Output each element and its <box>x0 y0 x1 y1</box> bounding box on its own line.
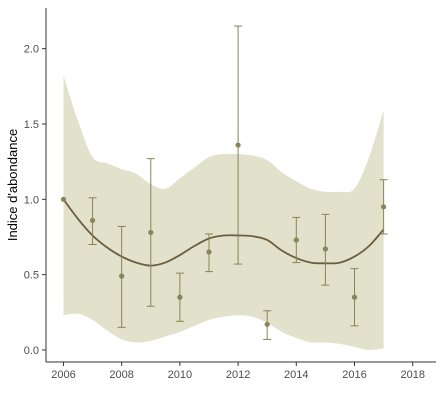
y-tick-label: 0.5 <box>24 270 39 282</box>
y-tick-label: 1.5 <box>24 119 39 131</box>
x-tick-label: 2008 <box>109 369 133 381</box>
smooth-line-layer <box>62 198 385 267</box>
x-tick-label: 2016 <box>342 369 366 381</box>
points-layer <box>60 142 387 327</box>
confidence-ribbon-layer <box>63 75 384 350</box>
labels-layer: 2006 2008 2010 2012 2014 2016 2018 0.0 0.5 1.0 1.5… <box>5 44 425 381</box>
data-point <box>177 294 183 300</box>
data-point <box>148 229 154 236</box>
y-axis-title: Indice d'abondance <box>5 129 20 241</box>
data-point <box>351 294 358 300</box>
data-point <box>381 204 387 210</box>
confidence-ribbon <box>63 75 384 350</box>
data-point <box>89 217 96 223</box>
y-tick-label: 1.0 <box>24 194 39 206</box>
data-point <box>264 321 270 327</box>
data-point <box>235 142 241 148</box>
data-point <box>293 237 299 243</box>
y-tick-label: 2.0 <box>24 44 39 56</box>
y-tick-label: 0.0 <box>24 345 39 357</box>
data-point <box>322 246 329 252</box>
x-tick-label: 2006 <box>51 369 75 381</box>
data-point <box>119 273 125 279</box>
x-tick-label: 2018 <box>400 369 424 381</box>
x-tick-label: 2010 <box>168 369 192 381</box>
data-point <box>60 196 67 202</box>
x-tick-label: 2012 <box>226 369 250 381</box>
x-tick-label: 2014 <box>284 369 308 381</box>
smooth-trend-line <box>62 198 385 267</box>
axes-layer <box>42 8 436 366</box>
data-point <box>206 249 212 255</box>
